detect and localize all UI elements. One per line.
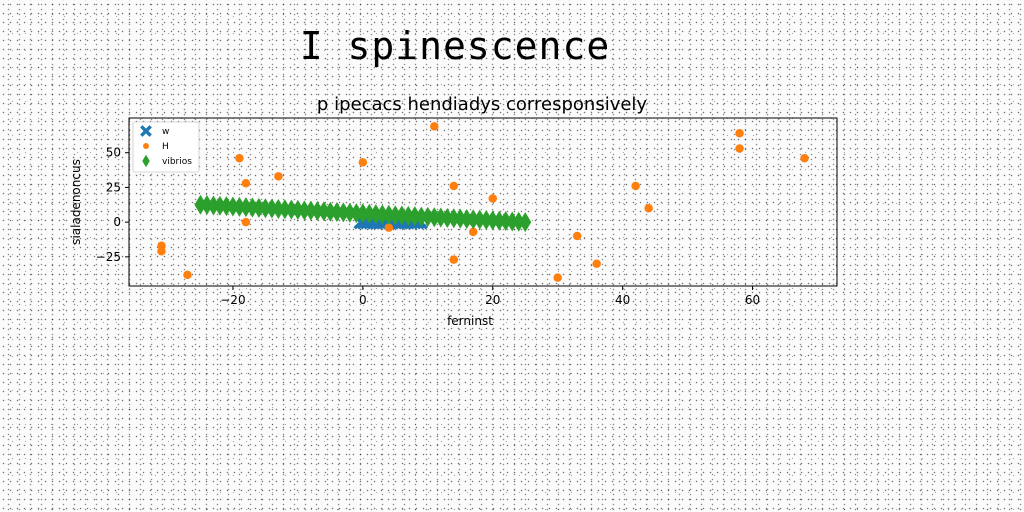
data-point-diamond bbox=[395, 205, 408, 226]
data-point-diamond bbox=[363, 203, 376, 224]
data-point-diamond bbox=[519, 212, 532, 233]
data-point-circle bbox=[235, 154, 244, 163]
data-point-diamond bbox=[376, 204, 389, 225]
data-point-diamond bbox=[480, 210, 493, 231]
data-point-circle bbox=[384, 223, 394, 232]
data-point-diamond bbox=[506, 211, 519, 232]
y-tick-label: 50 bbox=[106, 146, 121, 160]
data-point-circle bbox=[449, 255, 459, 264]
data-point-diamond bbox=[220, 196, 233, 217]
page-title: I spinescence bbox=[299, 24, 611, 68]
data-point-x bbox=[140, 125, 152, 137]
data-point-diamond bbox=[239, 197, 252, 218]
data-point-diamond bbox=[200, 195, 213, 216]
data-point-diamond bbox=[317, 201, 330, 222]
data-point-circle bbox=[735, 129, 744, 138]
data-point-diamond bbox=[291, 199, 304, 220]
y-axis-label: sialadenoncus bbox=[69, 159, 83, 245]
data-point-diamond bbox=[324, 201, 337, 222]
data-point-diamond bbox=[460, 208, 473, 229]
data-point-diamond bbox=[499, 211, 512, 232]
data-point-diamond bbox=[454, 208, 467, 229]
data-point-circle bbox=[488, 194, 497, 203]
data-point-diamond bbox=[246, 197, 259, 218]
data-point-circle bbox=[572, 231, 582, 241]
data-point-circle bbox=[631, 181, 640, 191]
data-point-diamond bbox=[493, 210, 506, 231]
data-point-diamond bbox=[473, 209, 486, 230]
data-point-diamond bbox=[356, 203, 369, 224]
series-vibrios bbox=[194, 194, 532, 233]
data-point-circle bbox=[183, 270, 192, 280]
data-point-circle bbox=[592, 259, 601, 269]
data-point-circle bbox=[553, 273, 562, 282]
data-point-circle bbox=[157, 247, 166, 256]
series-H bbox=[157, 122, 809, 282]
legend-label: vibrios bbox=[162, 157, 192, 167]
plot-frame bbox=[128, 117, 838, 287]
x-axis-label: ferninst bbox=[447, 314, 493, 328]
x-tick-label: 20 bbox=[485, 293, 500, 307]
data-point-circle bbox=[143, 143, 149, 149]
x-tick-label: 60 bbox=[745, 293, 760, 307]
y-tick-label: −25 bbox=[96, 250, 121, 264]
data-point-circle bbox=[241, 179, 251, 188]
data-point-diamond bbox=[512, 211, 525, 232]
chart-title: p ipecacs hendiadys corresponsively bbox=[317, 94, 648, 115]
data-point-circle bbox=[241, 217, 251, 227]
x-tick-label: 0 bbox=[359, 293, 367, 307]
data-point-diamond bbox=[265, 198, 278, 219]
y-tick-label: 0 bbox=[113, 215, 121, 229]
data-point-diamond bbox=[311, 201, 324, 222]
data-point-diamond bbox=[252, 197, 265, 218]
data-point-circle bbox=[800, 154, 809, 163]
data-point-diamond bbox=[434, 207, 447, 228]
x-tick-label: −20 bbox=[220, 293, 245, 307]
data-point-diamond bbox=[226, 196, 239, 217]
data-point-diamond bbox=[142, 154, 150, 168]
plot-area bbox=[157, 122, 809, 282]
data-point-diamond bbox=[207, 195, 220, 216]
data-point-circle bbox=[430, 122, 439, 131]
data-point-circle bbox=[469, 227, 478, 237]
data-point-circle bbox=[358, 158, 368, 167]
data-point-diamond bbox=[467, 209, 480, 230]
data-point-diamond bbox=[415, 206, 428, 227]
data-point-diamond bbox=[272, 198, 285, 219]
x-tick-label: 40 bbox=[615, 293, 630, 307]
legend-label: w bbox=[162, 127, 169, 137]
data-point-diamond bbox=[213, 195, 226, 216]
data-point-diamond bbox=[428, 207, 441, 228]
data-point-diamond bbox=[233, 196, 246, 217]
y-axis: −25 0 25 50 bbox=[96, 146, 129, 264]
data-point-diamond bbox=[278, 199, 291, 220]
data-point-circle bbox=[449, 181, 459, 191]
data-point-diamond bbox=[343, 202, 356, 223]
data-point-diamond bbox=[486, 210, 499, 231]
data-point-diamond bbox=[447, 208, 460, 229]
data-point-diamond bbox=[441, 207, 454, 228]
data-point-diamond bbox=[304, 200, 317, 221]
data-point-diamond bbox=[421, 206, 434, 227]
legend-label: H bbox=[162, 142, 169, 152]
data-point-diamond bbox=[298, 200, 311, 221]
x-axis: −20 0 20 40 60 bbox=[220, 286, 760, 307]
data-point-diamond bbox=[194, 194, 207, 215]
data-point-diamond bbox=[389, 205, 402, 226]
data-point-diamond bbox=[285, 199, 298, 220]
data-point-diamond bbox=[259, 198, 272, 219]
data-point-diamond bbox=[402, 205, 415, 226]
data-point-diamond bbox=[382, 204, 395, 225]
data-point-diamond bbox=[350, 203, 363, 224]
data-point-circle bbox=[644, 203, 653, 213]
data-point-circle bbox=[274, 172, 283, 181]
y-tick-label: 25 bbox=[106, 180, 121, 194]
data-point-diamond bbox=[337, 202, 350, 223]
data-point-diamond bbox=[330, 201, 343, 222]
data-point-circle bbox=[735, 144, 744, 153]
data-point-diamond bbox=[408, 206, 421, 227]
data-point-diamond bbox=[369, 204, 382, 225]
